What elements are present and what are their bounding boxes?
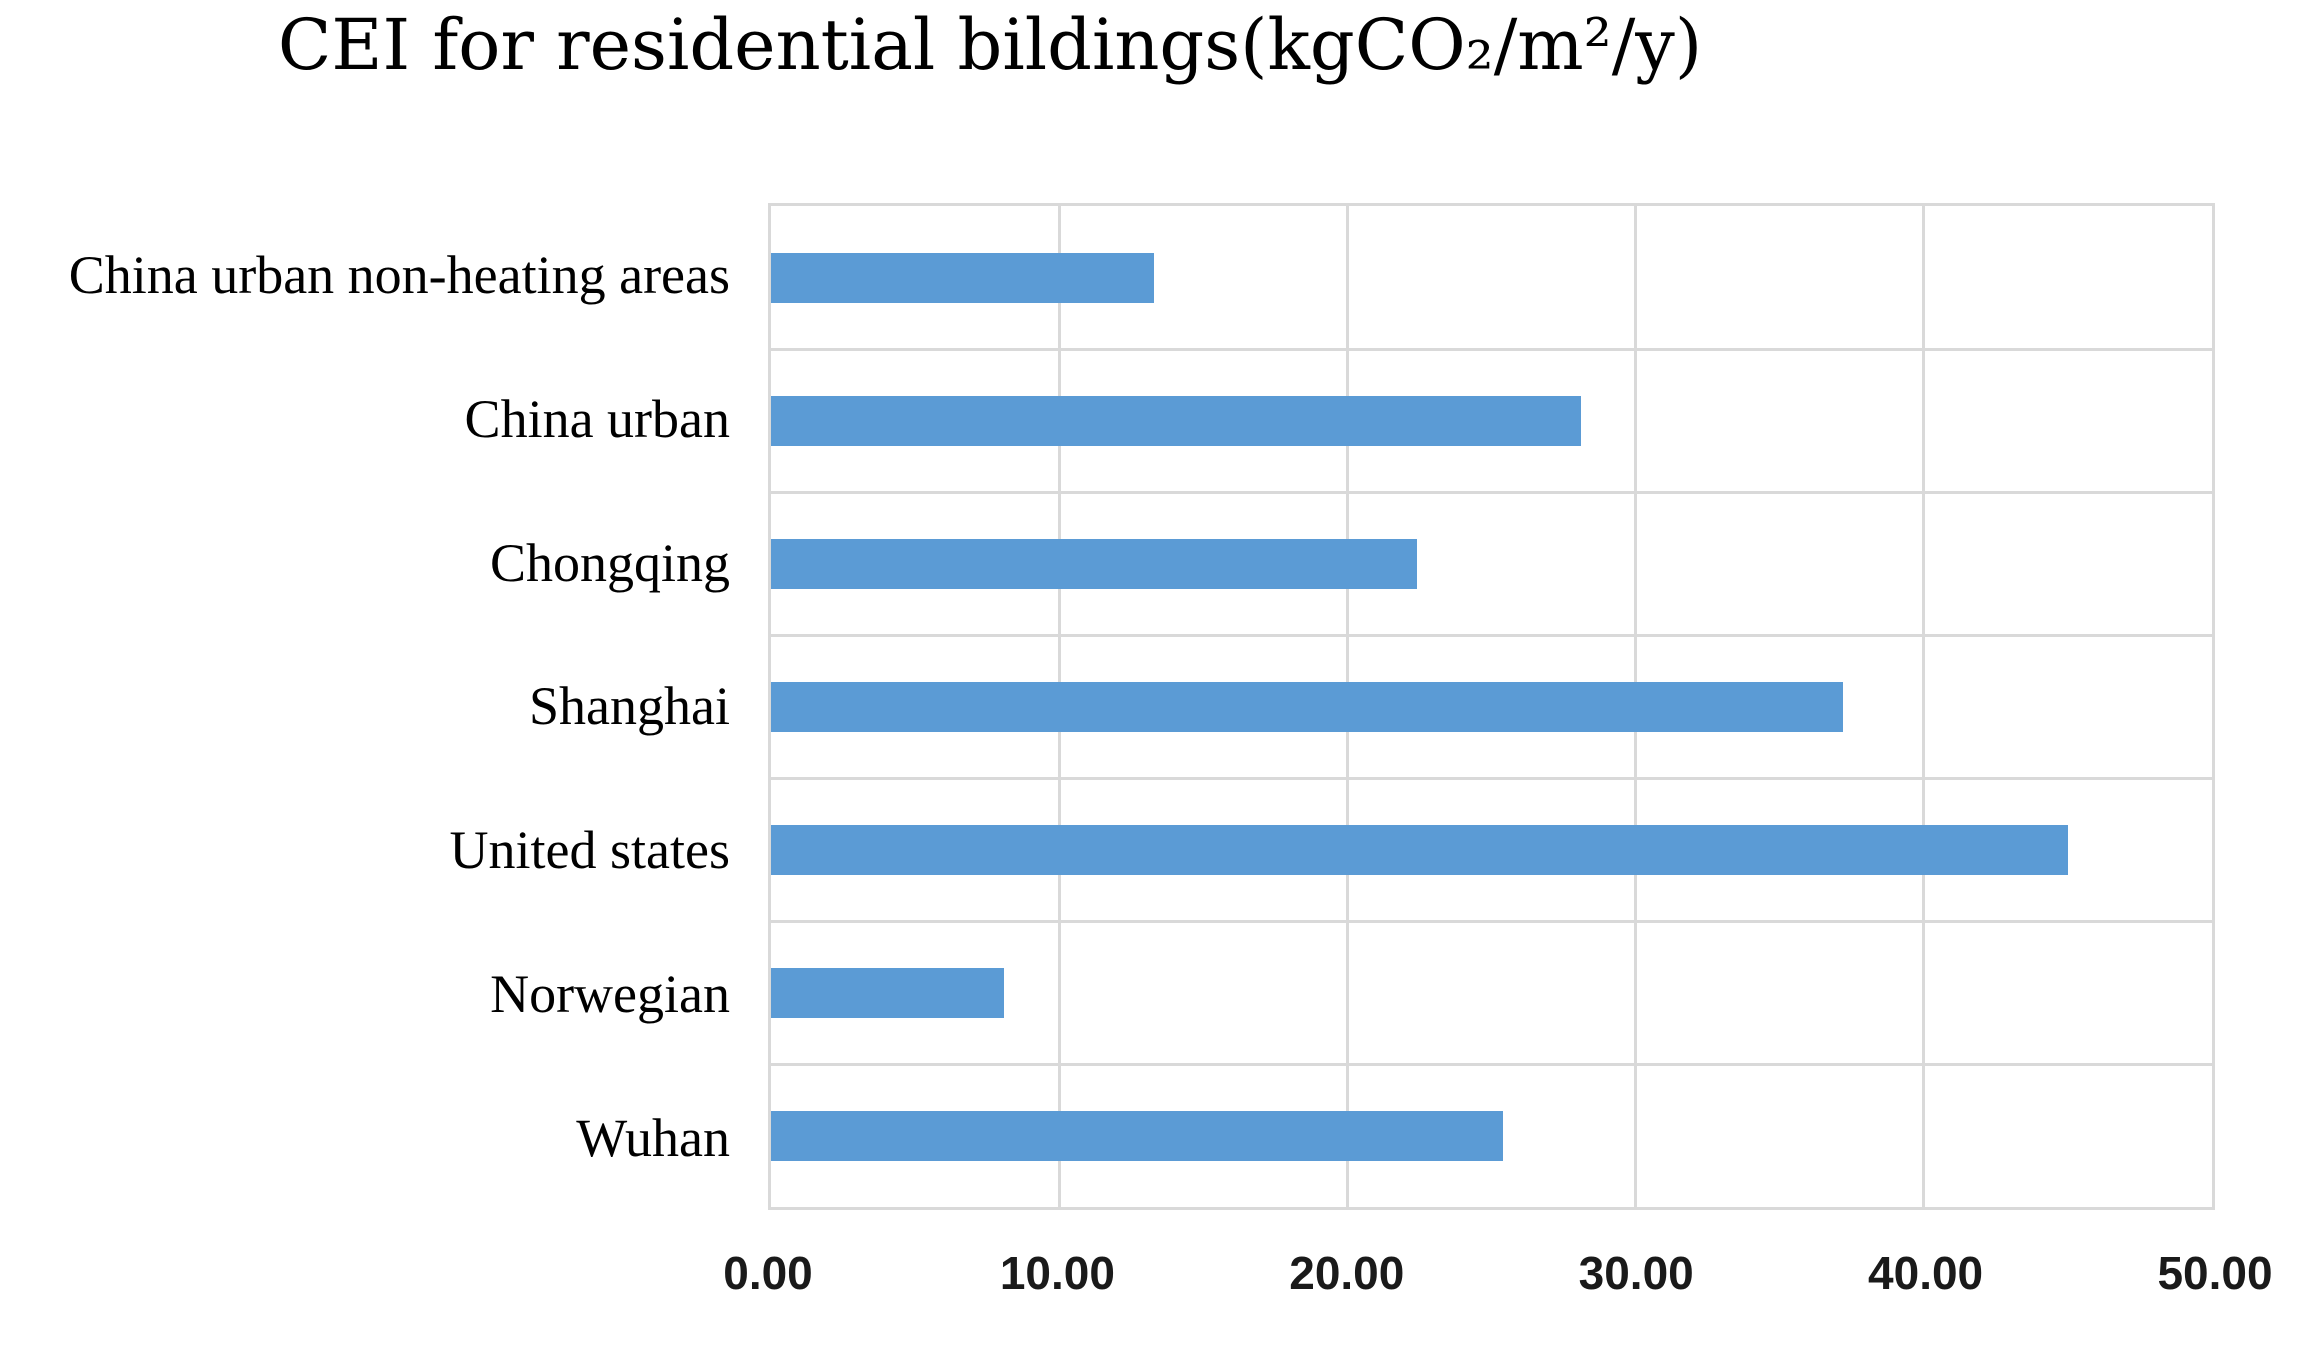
x-tick-label: 20.00: [1289, 1247, 1405, 1299]
x-tick-label: 0.00: [723, 1247, 813, 1299]
gridline-horizontal: [771, 347, 2212, 351]
x-tick-label: 30.00: [1578, 1247, 1694, 1299]
bar: [771, 681, 1844, 732]
category-label: Shanghai: [529, 676, 730, 737]
gridline-vertical: [1922, 206, 1926, 1207]
gridline-horizontal: [771, 776, 2212, 780]
plot-area: [768, 203, 2215, 1210]
category-axis-labels: China urban non-heating areas China urban…: [0, 203, 730, 1210]
bar: [771, 1110, 1504, 1161]
x-tick-label: 10.00: [999, 1247, 1115, 1299]
bar: [771, 538, 1417, 589]
bar: [771, 252, 1155, 303]
x-tick-label: 50.00: [2157, 1247, 2273, 1299]
gridline-horizontal: [771, 633, 2212, 637]
category-label: Norwegian: [490, 964, 730, 1025]
chart-title: CEI for residential bildings(kgCO₂/m²/y): [277, 4, 1703, 86]
category-label: China urban non-heating areas: [68, 244, 730, 305]
value-axis-labels: 0.00 10.00 20.00 30.00 40.00 50.00: [723, 1246, 2272, 1326]
bar: [771, 395, 1581, 446]
bar: [771, 967, 1005, 1018]
bar: [771, 824, 2068, 875]
gridline-horizontal: [771, 1062, 2212, 1066]
category-label: United states: [449, 820, 730, 881]
category-label: Wuhan: [576, 1108, 730, 1169]
gridline-horizontal: [771, 490, 2212, 494]
x-tick-label: 40.00: [1868, 1247, 1984, 1299]
category-label: China urban: [464, 388, 730, 449]
category-label: Chongqing: [489, 532, 730, 593]
gridline-horizontal: [771, 919, 2212, 923]
